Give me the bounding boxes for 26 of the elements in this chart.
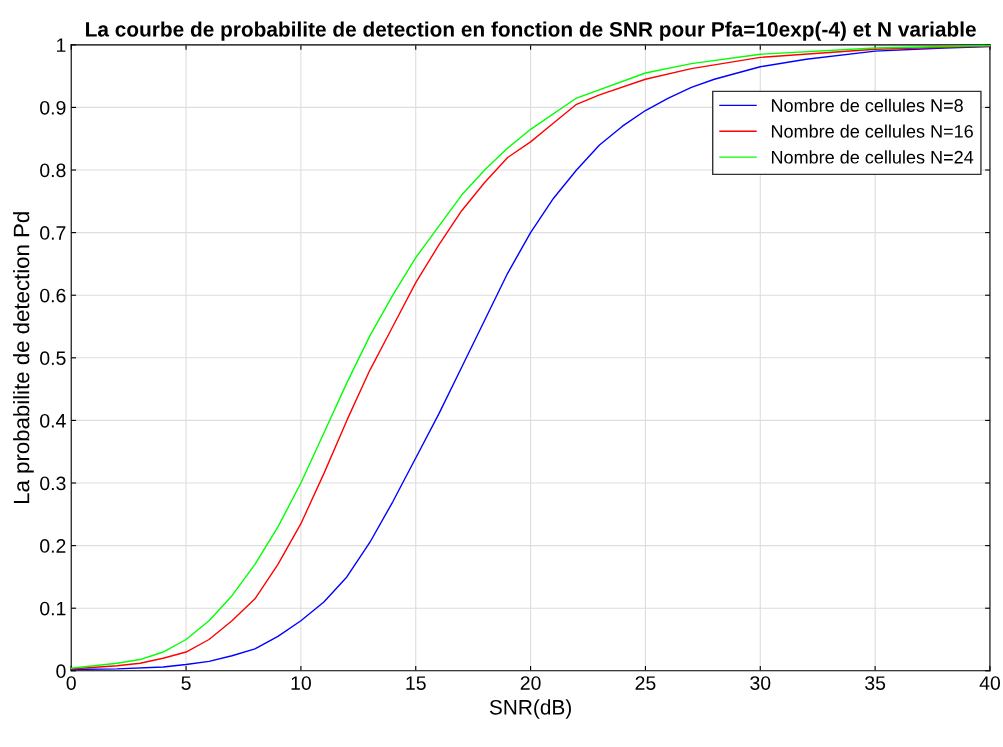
y-tick-label: 0.3 <box>40 476 66 491</box>
y-tick-label: 0.2 <box>40 539 66 553</box>
chart-title: La courbe de probabilite de detection en fonction de SNR pour Pfa=10exp(-4) et N variable <box>86 21 976 41</box>
x-tick-label: 40 <box>979 676 1001 690</box>
y-tick-label: 1 <box>57 38 66 52</box>
y-tick-label: 0.8 <box>40 163 66 178</box>
y-tick-label: 0.6 <box>40 288 66 303</box>
y-tick-label: 0.9 <box>40 100 66 115</box>
y-axis-title: La probabilite de detection Pd <box>13 212 34 503</box>
x-tick-label: 10 <box>291 676 311 690</box>
x-axis-title: SNR(dB) <box>489 699 571 719</box>
y-tick-label: 0.5 <box>40 351 66 366</box>
y-tick-label: 0 <box>56 664 66 679</box>
x-tick-label: 35 <box>865 676 886 690</box>
y-tick-label: 0.7 <box>40 226 66 240</box>
x-tick-label: 15 <box>406 676 426 690</box>
legend-label: Nombre de cellules N=24 <box>771 150 974 164</box>
legend-label: Nombre de cellules N=16 <box>771 124 973 138</box>
x-tick-label: 0 <box>66 676 76 690</box>
x-tick-label: 20 <box>520 676 541 690</box>
x-tick-label: 30 <box>750 676 771 690</box>
y-tick-label: 0.4 <box>40 413 66 428</box>
x-tick-label: 25 <box>635 676 656 690</box>
y-tick-label: 0.1 <box>40 601 66 616</box>
x-tick-label: 5 <box>181 676 191 690</box>
legend-label: Nombre de cellules N=8 <box>771 98 963 112</box>
